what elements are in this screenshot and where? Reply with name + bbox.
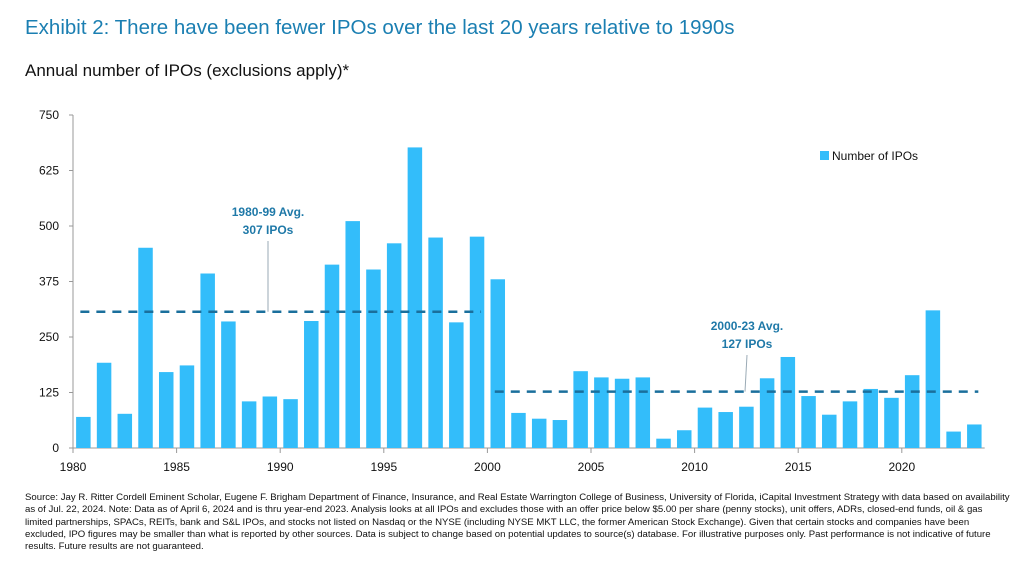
bar-1984 (158, 372, 174, 448)
bar-1982 (117, 413, 133, 448)
y-tick-label: 625 (39, 164, 59, 178)
bar-2022 (946, 431, 961, 448)
x-tick-label: 1995 (370, 460, 397, 474)
legend-label: Number of IPOs (832, 149, 918, 163)
average-leader-line (744, 354, 748, 392)
bar-1992 (324, 264, 340, 448)
bar-2016 (822, 414, 837, 448)
bar-1997 (428, 237, 443, 448)
y-tick-label: 750 (39, 108, 59, 122)
x-tick-label: 2015 (785, 460, 812, 474)
bar-1988 (241, 401, 257, 448)
average-label-line1: 2000-23 Avg. (711, 319, 784, 333)
x-tick-label: 2000 (474, 460, 501, 474)
bar-1998 (449, 322, 464, 448)
bar-1991 (304, 321, 319, 448)
y-tick-label: 500 (39, 219, 59, 233)
bar-2006 (614, 378, 630, 448)
bar-2002 (531, 418, 547, 448)
bar-1987 (221, 321, 236, 448)
x-tick-label: 2005 (578, 460, 605, 474)
bar-2018 (863, 388, 878, 448)
bar-1990 (283, 399, 298, 448)
bar-1985 (179, 365, 195, 448)
bar-1980 (76, 416, 91, 448)
bar-1994 (366, 269, 381, 448)
average-label-line1: 1980-99 Avg. (232, 205, 305, 219)
bar-2023 (967, 424, 982, 448)
y-tick-label: 0 (52, 441, 59, 455)
bar-1983 (138, 247, 153, 448)
chart-subtitle: Annual number of IPOs (exclusions apply)… (25, 61, 350, 80)
bar-2011 (718, 412, 733, 448)
bar-1986 (200, 273, 215, 448)
bar-2013 (759, 378, 775, 448)
bar-2009 (676, 430, 692, 448)
y-tick-label: 125 (39, 386, 59, 400)
bar-1996 (407, 147, 423, 449)
x-tick-label: 2010 (681, 460, 708, 474)
bar-2012 (739, 406, 754, 448)
x-tick-label: 1980 (60, 460, 87, 474)
y-tick-label: 250 (39, 330, 59, 344)
bar-2015 (801, 396, 816, 448)
bar-1995 (386, 243, 402, 448)
x-tick-label: 1990 (267, 460, 294, 474)
bar-2019 (884, 397, 899, 448)
bar-2000 (490, 279, 506, 448)
bar-2001 (511, 412, 526, 448)
bar-1989 (262, 396, 278, 448)
bar-2010 (697, 407, 713, 448)
ipo-bar-chart: 0 125 250 375 500 625 750 1980 1985 1990 1995 2000 2… (39, 108, 985, 474)
bar-1993 (345, 221, 360, 448)
bar-2008 (656, 438, 671, 448)
y-tick-label: 375 (39, 275, 59, 289)
source-footnote: Source: Jay R. Ritter Cordell Eminent Sc… (25, 492, 1010, 553)
bar-2004 (573, 371, 588, 448)
bar-2014 (780, 356, 796, 448)
average-label-line2: 307 IPOs (243, 223, 294, 237)
bar-1981 (96, 362, 112, 448)
x-tick-label: 2020 (888, 460, 915, 474)
bar-1999 (469, 236, 485, 448)
bar-2007 (635, 377, 651, 448)
bar-2017 (842, 401, 858, 448)
bar-2005 (594, 377, 609, 448)
legend-swatch (820, 151, 829, 160)
average-label-line2: 127 IPOs (722, 337, 773, 351)
bar-2021 (925, 310, 941, 448)
bar-2003 (552, 420, 568, 448)
bar-2020 (904, 375, 920, 448)
x-tick-label: 1985 (163, 460, 190, 474)
chart-title: Exhibit 2: There have been fewer IPOs ov… (25, 16, 735, 39)
